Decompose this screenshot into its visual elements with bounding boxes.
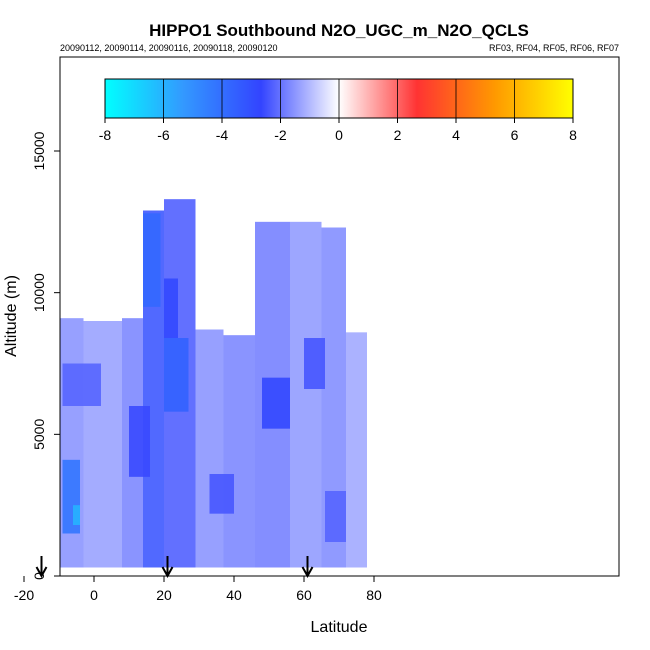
x-tick-label: 40 [226,587,242,603]
heatmap-cells [0,185,367,568]
y-axis: 0 5000 10000 15000 [31,131,60,580]
heatmap-column [346,332,367,568]
flight-arrow-head [161,566,174,579]
colorbar-tick-label: 2 [394,127,402,143]
heatmap-patch [129,406,150,477]
chart-subtitle-flights: RF03, RF04, RF05, RF06, RF07 [489,43,619,53]
colorbar-tick-label: -4 [216,127,229,143]
heatmap-patch [262,377,290,429]
y-tick-label: 10000 [31,273,47,312]
y-tick-label: 15000 [31,131,47,170]
colorbar-tick-label: 8 [569,127,577,143]
y-axis-label: Altitude (m) [3,275,20,357]
chart-title: HIPPO1 Southbound N2O_UGC_m_N2O_QCLS [149,21,529,40]
heatmap-column [83,321,122,568]
x-tick-label: 0 [90,587,98,603]
heatmap-patch [143,213,161,307]
heatmap-patch [325,491,346,542]
x-tick-label: 20 [156,587,172,603]
colorbar-tick-label: -6 [157,127,170,143]
colorbar-tick-label: 4 [452,127,460,143]
y-tick-label: 5000 [31,419,47,450]
colorbar: -8 -6 -4 -2 0 2 4 6 8 [99,78,577,143]
heatmap-patch [62,363,101,406]
x-tick-label: 60 [296,587,312,603]
flight-arrows [35,556,314,579]
heatmap-column [35,185,56,568]
heatmap-column [290,221,322,568]
colorbar-tick-label: 6 [511,127,519,143]
plot-frame [59,56,620,577]
x-axis-label: Latitude [311,619,368,636]
heatmap-patch [164,338,189,412]
x-tick-label: -20 [14,587,34,603]
chart-subtitle-dates: 20090112, 20090114, 20090116, 20090118, … [60,43,278,53]
flight-arrow-head [301,566,314,579]
heatmap-column [223,335,255,568]
heatmap-column [195,329,224,568]
colorbar-tick-label: 0 [335,127,343,143]
colorbar-tick-label: -2 [274,127,287,143]
colorbar-tick-label: -8 [99,127,112,143]
heatmap-patch [209,474,234,514]
flight-arrow-head [35,566,48,579]
heatmap-column [0,338,17,553]
x-tick-label: 80 [366,587,382,603]
heatmap-patch [73,505,80,525]
y-tick-label: 0 [31,572,47,580]
heatmap-patch [164,278,178,338]
heatmap-patch [304,338,325,389]
